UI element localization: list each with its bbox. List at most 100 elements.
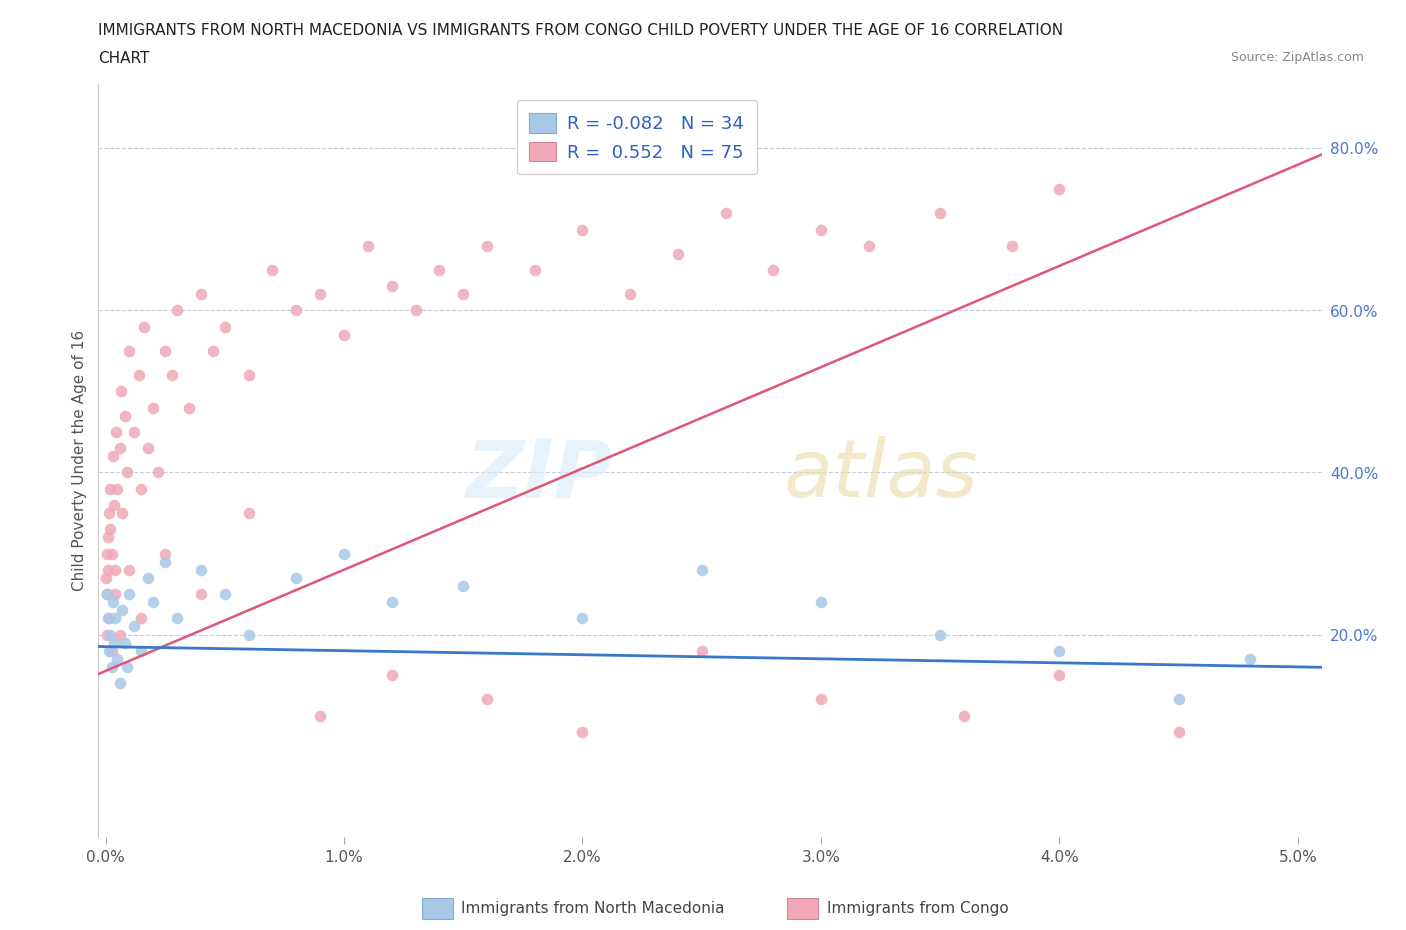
Point (381, 594, 404, 609)
Point (100, 659, 122, 674)
Text: IMMIGRANTS FROM NORTH MACEDONIA VS IMMIGRANTS FROM CONGO CHILD POVERTY UNDER THE: IMMIGRANTS FROM NORTH MACEDONIA VS IMMIG… (98, 23, 1063, 38)
Point (1001, 238, 1024, 253)
Point (153, 546, 176, 561)
Legend: R = -0.082   N = 34, R =  0.552   N = 75: R = -0.082 N = 34, R = 0.552 N = 75 (516, 100, 756, 174)
Point (929, 627, 952, 642)
Point (1239, 651, 1261, 666)
Point (131, 481, 153, 496)
Point (357, 238, 380, 253)
Y-axis label: Child Poverty Under the Age of 16: Child Poverty Under the Age of 16 (72, 330, 87, 591)
Point (238, 506, 260, 521)
Point (111, 603, 134, 618)
Point (333, 327, 356, 342)
Point (104, 611, 127, 626)
Point (103, 498, 125, 512)
Point (177, 400, 200, 415)
Point (122, 619, 145, 634)
Point (285, 303, 308, 318)
Point (101, 449, 124, 464)
Point (97, 611, 120, 626)
Point (238, 368, 260, 383)
Point (1047, 181, 1070, 196)
Point (96, 587, 118, 602)
Point (190, 587, 212, 602)
Point (142, 400, 165, 415)
Point (381, 668, 404, 683)
Point (262, 262, 284, 277)
Point (108, 441, 131, 456)
Point (166, 303, 188, 318)
Point (107, 651, 129, 666)
Point (114, 635, 136, 650)
Point (1167, 724, 1189, 739)
Point (115, 659, 138, 674)
Point (858, 238, 880, 253)
Point (810, 594, 832, 609)
Point (110, 384, 132, 399)
Point (97, 563, 120, 578)
Point (451, 578, 474, 593)
Point (98, 627, 121, 642)
Point (405, 303, 427, 318)
Text: Immigrants from North Macedonia: Immigrants from North Macedonia (461, 901, 724, 916)
Point (96, 627, 118, 642)
Point (118, 343, 141, 358)
Point (132, 319, 155, 334)
Point (128, 368, 150, 383)
Point (381, 279, 404, 294)
Point (122, 425, 145, 440)
Point (115, 465, 138, 480)
Point (475, 238, 498, 253)
Point (1047, 668, 1070, 683)
Point (714, 206, 737, 220)
Text: ZIP: ZIP (465, 436, 612, 514)
Point (104, 587, 127, 602)
Point (153, 343, 176, 358)
Point (309, 708, 332, 723)
Point (953, 708, 976, 723)
Point (162, 368, 184, 383)
Point (142, 594, 165, 609)
Point (475, 692, 498, 707)
Point (98, 506, 121, 521)
Point (96, 546, 118, 561)
Text: CHART: CHART (98, 51, 150, 66)
Point (118, 563, 141, 578)
Point (690, 563, 713, 578)
Point (190, 286, 212, 301)
Point (146, 465, 169, 480)
Point (333, 546, 356, 561)
Point (429, 262, 451, 277)
Point (238, 627, 260, 642)
Point (111, 506, 134, 521)
Point (523, 262, 546, 277)
Point (1167, 692, 1189, 707)
Point (138, 441, 160, 456)
Point (138, 570, 160, 585)
Point (108, 627, 131, 642)
Point (309, 286, 332, 301)
Point (929, 206, 952, 220)
Point (762, 262, 785, 277)
Text: atlas: atlas (783, 436, 979, 514)
Point (97, 530, 120, 545)
Point (201, 343, 224, 358)
Point (100, 546, 122, 561)
Point (690, 644, 713, 658)
Point (214, 587, 236, 602)
Point (810, 222, 832, 237)
Point (451, 286, 474, 301)
Point (96, 570, 118, 585)
Point (98, 611, 121, 626)
Point (571, 222, 593, 237)
Point (1047, 644, 1070, 658)
Point (107, 481, 129, 496)
Text: Source: ZipAtlas.com: Source: ZipAtlas.com (1230, 51, 1364, 64)
Point (285, 570, 308, 585)
Point (104, 563, 127, 578)
Point (190, 563, 212, 578)
Point (98, 522, 121, 537)
Point (810, 692, 832, 707)
Point (619, 286, 641, 301)
Point (166, 611, 188, 626)
